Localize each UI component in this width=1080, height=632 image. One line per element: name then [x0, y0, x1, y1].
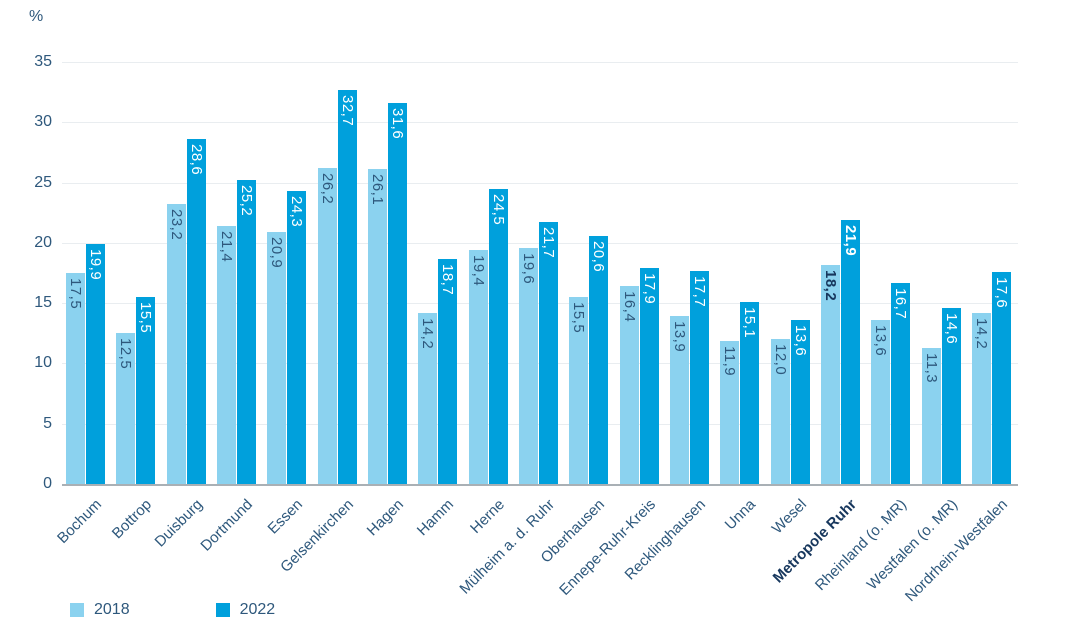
bar-2022-wesel: 13,6	[791, 320, 810, 484]
bar-2022-herne: 24,5	[489, 189, 508, 484]
gridline	[62, 122, 1018, 124]
bar-value-label: 17,5	[67, 278, 84, 310]
legend: 2018 2022	[70, 601, 275, 619]
legend-label: 2022	[239, 601, 276, 618]
bar-2018-hamm: 14,2	[418, 313, 437, 484]
bar-2018-ennepe-ruhr-kreis: 16,4	[620, 286, 639, 484]
legend-swatch-2018	[70, 603, 84, 617]
bar-value-label: 13,9	[671, 321, 688, 353]
gridline	[62, 62, 1018, 63]
bar-2018-oberhausen: 15,5	[569, 297, 588, 484]
bar-value-label: 24,5	[490, 194, 507, 226]
bar-value-label: 32,7	[339, 95, 356, 127]
bar-value-label: 20,6	[590, 241, 607, 273]
y-tick-label: 0	[43, 475, 52, 492]
bar-2018-recklinghausen: 13,9	[670, 316, 689, 484]
bar-2022-bochum: 19,9	[86, 244, 105, 484]
bar-2018-bochum: 17,5	[66, 273, 85, 484]
legend-label: 2018	[94, 601, 130, 618]
bar-2022-rheinland-o-mr-: 16,7	[891, 283, 910, 484]
bar-2022-nordrhein-westfalen: 17,6	[992, 272, 1011, 484]
bar-2022-gelsenkirchen: 32,7	[338, 90, 357, 484]
bar-2018-hagen: 26,1	[368, 169, 387, 484]
bar-2022-duisburg: 28,6	[187, 139, 206, 484]
bar-2022-westfalen-o-mr-: 14,6	[942, 308, 961, 484]
x-axis-baseline	[62, 484, 1018, 486]
bar-value-label: 26,1	[369, 174, 386, 206]
bar-2022-dortmund: 25,2	[237, 180, 256, 484]
bar-value-label: 16,7	[892, 288, 909, 320]
bar-value-label: 17,7	[691, 276, 708, 308]
bar-value-label: 15,5	[570, 302, 587, 334]
bar-value-label: 18,7	[439, 264, 456, 296]
bar-2018-m-lheim-a-d-ruhr: 19,6	[519, 248, 538, 484]
bar-2022-bottrop: 15,5	[136, 297, 155, 484]
bar-value-label: 17,9	[641, 273, 658, 305]
y-tick-label: 25	[34, 173, 52, 191]
bar-2018-westfalen-o-mr-: 11,3	[922, 348, 941, 484]
bar-2022-essen: 24,3	[287, 191, 306, 484]
bar-value-label: 11,9	[721, 346, 738, 377]
bar-value-label: 16,4	[621, 291, 638, 323]
bar-value-label: 14,2	[973, 318, 990, 350]
bar-value-label: 24,3	[288, 196, 305, 228]
bar-2022-unna: 15,1	[740, 302, 759, 484]
y-tick-label: 15	[34, 294, 52, 312]
y-tick-label: 5	[43, 414, 52, 432]
bar-2018-unna: 11,9	[720, 341, 739, 484]
y-tick-label: 35	[34, 53, 52, 70]
bar-value-label: 18,2	[822, 270, 839, 302]
y-axis-unit-label: %	[29, 8, 44, 25]
bar-value-label: 15,5	[137, 302, 154, 334]
legend-swatch-2022	[215, 603, 230, 617]
bar-2018-essen: 20,9	[267, 232, 286, 484]
bar-2018-gelsenkirchen: 26,2	[318, 168, 337, 484]
bar-value-label: 11,3	[923, 353, 940, 384]
bar-value-label: 13,6	[872, 325, 889, 357]
bar-2018-rheinland-o-mr-: 13,6	[871, 320, 890, 484]
bar-value-label: 28,6	[188, 144, 205, 176]
y-tick-label: 30	[34, 113, 52, 131]
bar-value-label: 17,6	[993, 277, 1010, 309]
bar-value-label: 19,6	[520, 253, 537, 285]
bar-2018-herne: 19,4	[469, 250, 488, 484]
bar-value-label: 19,9	[87, 249, 104, 281]
bar-value-label: 14,2	[419, 318, 436, 350]
bar-value-label: 31,6	[389, 108, 406, 140]
bar-value-label: 20,9	[268, 237, 285, 269]
bar-2018-bottrop: 12,5	[116, 333, 135, 484]
bar-2018-dortmund: 21,4	[217, 226, 236, 484]
bar-value-label: 15,1	[741, 307, 758, 339]
bar-2022-hagen: 31,6	[388, 103, 407, 484]
bar-value-label: 23,2	[168, 209, 185, 241]
legend-item-2022: 2022	[215, 601, 276, 619]
bar-value-label: 12,5	[117, 338, 134, 370]
bar-2022-ennepe-ruhr-kreis: 17,9	[640, 268, 659, 484]
bar-2022-hamm: 18,7	[438, 259, 457, 484]
bar-2022-m-lheim-a-d-ruhr: 21,7	[539, 222, 558, 484]
y-tick-label: 10	[34, 354, 52, 372]
bar-2018-duisburg: 23,2	[167, 204, 186, 484]
bar-value-label: 19,4	[470, 255, 487, 287]
legend-item-2018: 2018	[70, 601, 130, 619]
bar-2018-metropole-ruhr: 18,2	[821, 265, 840, 484]
bar-value-label: 26,2	[319, 173, 336, 205]
bar-2018-nordrhein-westfalen: 14,2	[972, 313, 991, 484]
y-tick-label: 20	[34, 233, 52, 251]
bar-2018-wesel: 12,0	[771, 339, 790, 484]
bar-value-label: 14,6	[943, 313, 960, 345]
bar-value-label: 12,0	[772, 344, 789, 376]
bar-value-label: 21,7	[540, 227, 557, 259]
bar-value-label: 21,9	[842, 225, 859, 257]
bar-value-label: 13,6	[792, 325, 809, 357]
bar-2022-recklinghausen: 17,7	[690, 271, 709, 484]
gridline	[62, 182, 1018, 184]
bar-value-label: 21,4	[218, 231, 235, 263]
bar-2022-metropole-ruhr: 21,9	[841, 220, 860, 484]
bar-value-label: 25,2	[238, 185, 255, 217]
bar-2022-oberhausen: 20,6	[589, 236, 608, 484]
